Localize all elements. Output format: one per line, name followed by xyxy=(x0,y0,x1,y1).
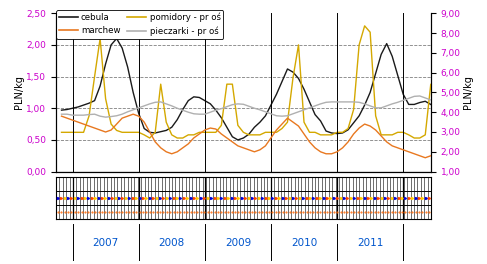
Text: 2008: 2008 xyxy=(159,238,185,248)
Text: 2010: 2010 xyxy=(291,238,317,248)
Legend: cebula, marchew, pomidory - pr oś, pieczarki - pr oś: cebula, marchew, pomidory - pr oś, piecz… xyxy=(56,10,224,39)
Text: 2009: 2009 xyxy=(225,238,251,248)
Text: 2011: 2011 xyxy=(357,238,383,248)
Y-axis label: PLN/kg: PLN/kg xyxy=(464,76,473,109)
Text: 2007: 2007 xyxy=(93,238,119,248)
Y-axis label: PLN/kg: PLN/kg xyxy=(14,76,23,109)
